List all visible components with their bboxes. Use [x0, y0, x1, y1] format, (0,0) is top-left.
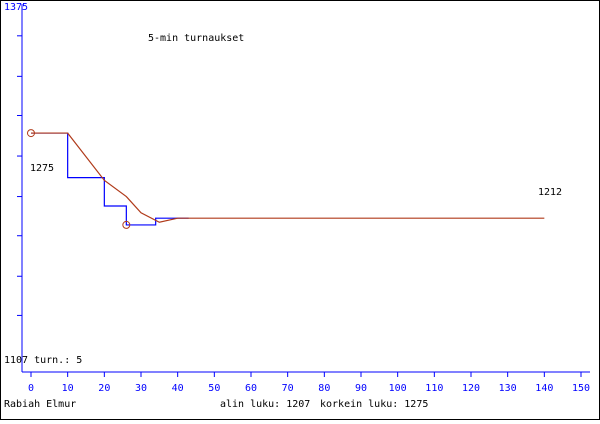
x-tick-label: 70: [282, 383, 294, 394]
x-tick-label: 80: [318, 383, 330, 394]
y-tick-label: 1375: [4, 2, 28, 13]
chart-title: 5-min turnaukset: [148, 33, 244, 44]
x-tick-label: 30: [135, 383, 147, 394]
player-name: Rabiah Elmur: [4, 399, 76, 410]
x-tick-label: 150: [572, 383, 590, 394]
x-tick-label: 20: [98, 383, 110, 394]
x-tick-label: 110: [425, 383, 443, 394]
line: [31, 132, 545, 223]
line: [31, 132, 189, 226]
x-tick-label: 40: [172, 383, 184, 394]
x-tick-label: 90: [355, 383, 367, 394]
x-tick-label: 140: [535, 383, 553, 394]
x-tick-label: 50: [208, 383, 220, 394]
point-marker: [122, 220, 131, 229]
x-tick-label: 0: [28, 383, 34, 394]
start-label: 1275: [30, 163, 54, 174]
low-rating: alin luku: 1207: [220, 399, 310, 410]
x-tick-label: 130: [499, 383, 517, 394]
x-tick-label: 60: [245, 383, 257, 394]
y-tick-label: 1107 turn.: 5: [4, 355, 82, 366]
x-tick-label: 100: [389, 383, 407, 394]
end-label: 1212: [538, 187, 562, 198]
x-tick-label: 10: [62, 383, 74, 394]
x-tick-label: 120: [462, 383, 480, 394]
point-marker: [27, 129, 35, 138]
high-rating: korkein luku: 1275: [320, 399, 428, 410]
